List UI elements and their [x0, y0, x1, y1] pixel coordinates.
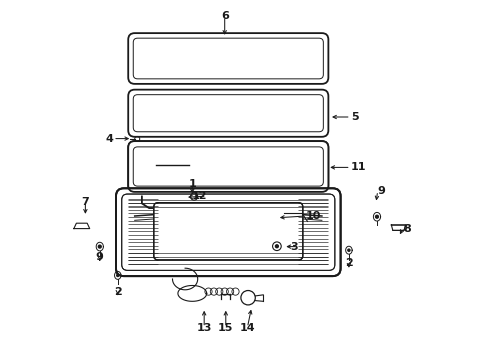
Text: 3: 3	[289, 242, 297, 252]
Polygon shape	[390, 225, 405, 230]
Polygon shape	[74, 223, 89, 229]
Text: 14: 14	[239, 323, 255, 333]
Circle shape	[347, 249, 349, 251]
Text: 9: 9	[96, 252, 103, 262]
Circle shape	[98, 245, 101, 248]
Text: 2: 2	[114, 287, 122, 297]
FancyBboxPatch shape	[116, 188, 340, 276]
Text: 11: 11	[350, 162, 366, 172]
Circle shape	[375, 215, 378, 218]
FancyBboxPatch shape	[153, 203, 302, 260]
Text: 10: 10	[305, 211, 321, 221]
Text: 8: 8	[402, 224, 410, 234]
Text: 15: 15	[218, 323, 233, 333]
Circle shape	[117, 274, 119, 276]
FancyBboxPatch shape	[128, 141, 328, 192]
Text: 2: 2	[345, 258, 352, 268]
Text: 5: 5	[350, 112, 358, 122]
Text: 13: 13	[196, 323, 211, 333]
Text: 1: 1	[188, 179, 196, 189]
Text: 7: 7	[81, 197, 89, 207]
Text: 6: 6	[220, 11, 228, 21]
Text: 9: 9	[377, 186, 385, 196]
Text: 4: 4	[105, 134, 113, 144]
Circle shape	[275, 245, 278, 248]
Text: 12: 12	[191, 191, 206, 201]
